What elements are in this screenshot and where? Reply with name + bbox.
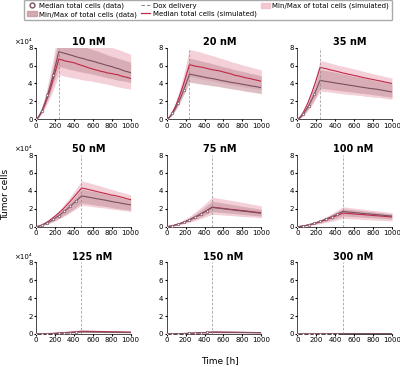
Text: 75 nM: 75 nM (203, 144, 236, 154)
Text: 100 nM: 100 nM (333, 144, 374, 154)
Text: Time [h]: Time [h] (201, 356, 239, 365)
Text: Tumor cells: Tumor cells (2, 169, 10, 220)
Text: ×10⁴: ×10⁴ (14, 146, 31, 152)
Text: 35 nM: 35 nM (333, 37, 367, 47)
Legend: Median total cells (data), Min/Max of total cells (data), Dox delivery, Median t: Median total cells (data), Min/Max of to… (24, 0, 392, 21)
Text: 10 nM: 10 nM (72, 37, 106, 47)
Text: ×10⁴: ×10⁴ (14, 254, 31, 259)
Text: 125 nM: 125 nM (72, 252, 112, 262)
Text: 20 nM: 20 nM (203, 37, 236, 47)
Text: 50 nM: 50 nM (72, 144, 106, 154)
Text: 300 nM: 300 nM (333, 252, 374, 262)
Text: 150 nM: 150 nM (203, 252, 243, 262)
Text: ×10⁴: ×10⁴ (14, 39, 31, 45)
